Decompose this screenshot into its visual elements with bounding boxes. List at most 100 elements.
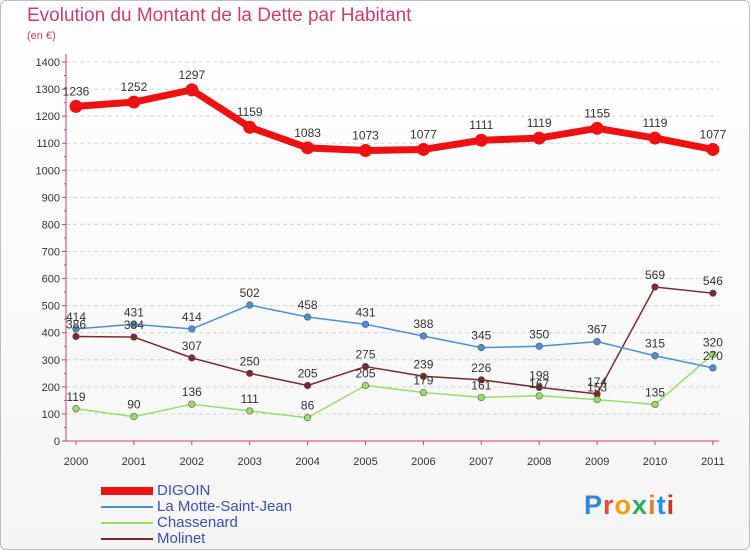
x-tick-label-2003: 2003 — [237, 456, 261, 468]
legend-swatch-la-motte-saint-jean — [101, 506, 153, 508]
data-label-la-motte-saint-jean-2001: 431 — [124, 305, 144, 319]
series-line-la-motte-saint-jean — [75, 304, 714, 369]
data-label-molinet-2005: 275 — [355, 348, 375, 362]
data-label-molinet-2004: 205 — [298, 367, 318, 381]
data-label-digoin-2001: 1252 — [121, 80, 148, 94]
data-point-chassenard-2002 — [188, 400, 196, 408]
x-tick-label-2002: 2002 — [180, 456, 204, 468]
proxiti-logo: Proxiti — [584, 490, 675, 521]
data-point-la-motte-saint-jean-2006 — [419, 332, 428, 340]
y-tick-label-1200: 1200 — [36, 111, 60, 123]
logo-letter: x — [632, 490, 649, 520]
x-tick-label-2007: 2007 — [469, 456, 493, 468]
data-label-digoin-2002: 1297 — [178, 68, 205, 82]
data-point-digoin-2010 — [648, 131, 662, 145]
data-point-molinet-2002 — [188, 354, 196, 362]
legend-swatch-digoin — [101, 487, 153, 495]
data-label-molinet-2006: 239 — [413, 357, 433, 371]
legend-label-digoin: DIGOIN — [157, 482, 211, 499]
data-label-molinet-2008: 198 — [529, 368, 549, 382]
data-label-chassenard-2005: 205 — [355, 367, 375, 381]
data-label-molinet-2000: 386 — [66, 318, 86, 332]
series-line-digoin — [75, 86, 714, 155]
data-label-digoin-2003: 1159 — [237, 105, 263, 119]
data-point-la-motte-saint-jean-2009 — [593, 338, 601, 346]
y-tick-label-1300: 1300 — [36, 84, 60, 96]
data-label-chassenard-2002: 136 — [182, 385, 202, 399]
x-tick-label-2001: 2001 — [122, 456, 146, 468]
data-label-molinet-2010: 569 — [645, 268, 665, 282]
data-label-la-motte-saint-jean-2007: 345 — [471, 329, 491, 343]
data-point-la-motte-saint-jean-2011 — [709, 364, 717, 372]
data-label-digoin-2010: 1119 — [643, 116, 668, 130]
y-tick-label-900: 900 — [42, 192, 60, 204]
data-point-molinet-2008 — [535, 383, 543, 391]
x-tick-label-2010: 2010 — [643, 456, 667, 468]
data-label-la-motte-saint-jean-2002: 414 — [182, 310, 202, 324]
data-label-chassenard-2010: 135 — [645, 385, 665, 399]
x-tick-label-2006: 2006 — [411, 456, 435, 468]
data-point-molinet-2004 — [304, 381, 312, 390]
y-tick-label-1100: 1100 — [36, 138, 60, 150]
data-label-chassenard-2007: 161 — [471, 378, 491, 392]
y-tick-label-800: 800 — [42, 219, 60, 231]
logo-letter: P — [584, 490, 604, 520]
x-tick-label-2011: 2011 — [701, 456, 725, 468]
data-label-chassenard-2000: 119 — [66, 390, 85, 404]
data-label-la-motte-saint-jean-2011: 270 — [703, 349, 723, 363]
data-label-chassenard-2009: 153 — [587, 381, 607, 395]
data-point-molinet-2005 — [361, 362, 370, 371]
y-tick-label-300: 300 — [42, 355, 60, 367]
data-point-molinet-2006 — [419, 372, 428, 380]
data-point-digoin-2007 — [474, 133, 488, 147]
data-label-digoin-2008: 1119 — [527, 116, 552, 130]
y-tick-label-500: 500 — [42, 301, 60, 313]
data-point-chassenard-2005 — [361, 381, 370, 390]
x-tick-label-2000: 2000 — [64, 456, 88, 468]
y-tick-label-400: 400 — [42, 328, 60, 340]
data-label-digoin-2006: 1077 — [410, 127, 437, 141]
data-label-digoin-2005: 1073 — [352, 129, 379, 143]
x-tick-label-2005: 2005 — [353, 456, 377, 468]
data-label-chassenard-2011: 320 — [703, 335, 723, 349]
data-label-la-motte-saint-jean-2003: 502 — [240, 286, 260, 300]
x-tick-label-2004: 2004 — [295, 456, 319, 468]
data-label-digoin-2004: 1083 — [294, 126, 321, 140]
legend-item-molinet: Molinet — [101, 531, 292, 547]
logo-letter: i — [666, 490, 676, 520]
data-label-digoin-2007: 1111 — [469, 118, 493, 132]
data-label-molinet-2003: 250 — [240, 354, 260, 368]
legend-item-digoin: DIGOIN — [101, 483, 292, 499]
legend-label-molinet: Molinet — [157, 530, 206, 547]
data-point-chassenard-2004 — [304, 414, 312, 422]
logo-letter: r — [603, 490, 615, 520]
data-label-molinet-2001: 384 — [124, 318, 144, 332]
legend-item-chassenard: Chassenard — [101, 515, 292, 531]
data-point-digoin-2002 — [185, 83, 199, 97]
data-point-digoin-2003 — [243, 120, 257, 134]
data-label-la-motte-saint-jean-2000: 414 — [66, 310, 86, 324]
data-point-digoin-2008 — [532, 131, 546, 145]
data-label-la-motte-saint-jean-2006: 388 — [413, 317, 433, 331]
data-point-la-motte-saint-jean-2005 — [361, 320, 370, 328]
data-point-digoin-2000 — [69, 99, 83, 113]
data-point-chassenard-2001 — [130, 413, 138, 421]
data-label-chassenard-2004: 86 — [301, 399, 315, 413]
data-label-chassenard-2001: 90 — [127, 398, 141, 412]
y-tick-label-1400: 1400 — [36, 57, 60, 69]
data-point-la-motte-saint-jean-2001 — [130, 320, 138, 328]
data-point-la-motte-saint-jean-2007 — [477, 344, 485, 352]
data-label-chassenard-2003: 111 — [241, 392, 260, 406]
legend-label-la-motte-saint-jean: La Motte-Saint-Jean — [157, 498, 293, 515]
data-label-la-motte-saint-jean-2008: 350 — [529, 327, 549, 341]
data-point-chassenard-2010 — [651, 400, 659, 409]
data-point-digoin-2009 — [590, 121, 604, 135]
series-line-chassenard — [75, 353, 714, 419]
legend-swatch-chassenard — [101, 522, 153, 524]
data-point-la-motte-saint-jean-2000 — [72, 325, 80, 333]
x-tick-label-2008: 2008 — [527, 456, 551, 468]
y-tick-label-700: 700 — [42, 247, 60, 259]
data-label-digoin-2000: 1236 — [63, 84, 90, 98]
data-label-molinet-2007: 226 — [471, 361, 491, 375]
